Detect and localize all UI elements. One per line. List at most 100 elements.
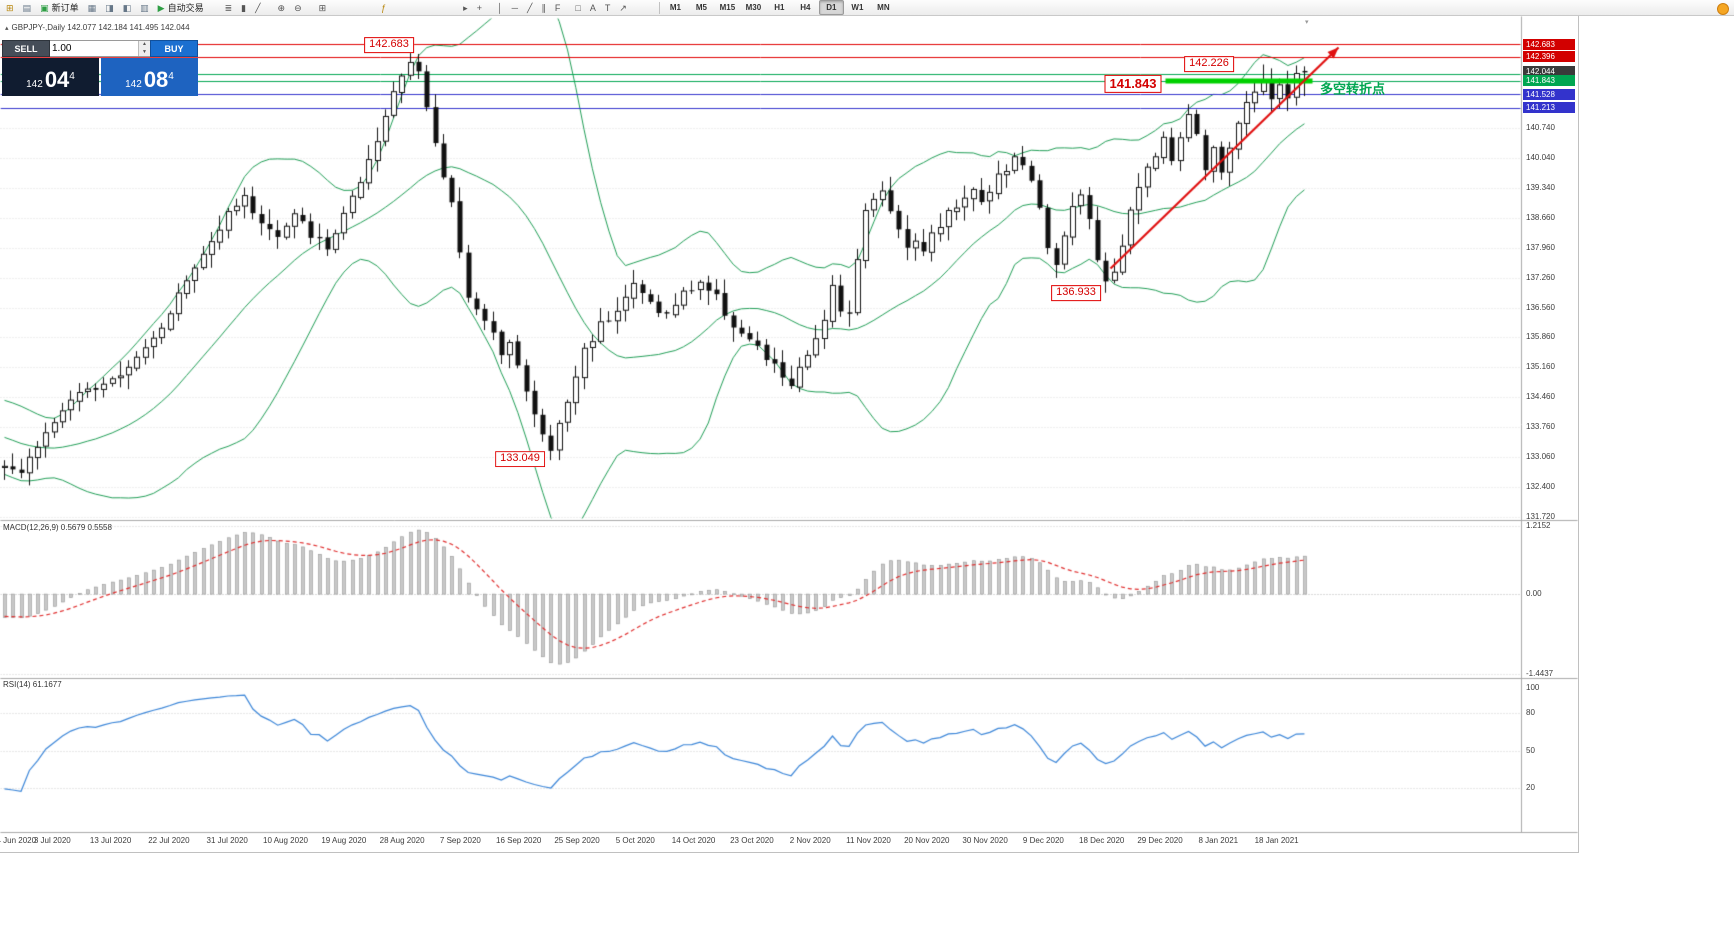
volume-up-button[interactable]: ▲ (139, 41, 150, 49)
ask-price-panel[interactable]: 142 08 4 (101, 58, 198, 96)
bid-price-panel[interactable]: 142 04 4 (2, 58, 99, 96)
shapes-button[interactable]: □ (571, 0, 584, 15)
toolbar-separator (658, 1, 660, 14)
rsi-axis-label: 20 (1526, 783, 1535, 792)
crosshair-button[interactable]: + (473, 0, 486, 15)
date-axis-label: 13 Jul 2020 (89, 836, 132, 845)
arrows-button[interactable]: ↗ (615, 0, 631, 15)
text-button[interactable]: A (586, 0, 600, 15)
horizontal-line-button[interactable]: ─ (508, 0, 522, 15)
price-axis-label: 137.960 (1526, 242, 1555, 252)
line-chart-button[interactable]: ╱ (251, 0, 264, 15)
rsi-axis-label: 100 (1526, 683, 1540, 692)
timeframe-m5-button[interactable]: M5 (695, 3, 707, 12)
trendline-button[interactable]: ╱ (523, 0, 536, 15)
text-icon: A (589, 2, 596, 13)
zoom-in-button[interactable]: ⊕ (274, 0, 290, 15)
one-click-trading-widget: SELL ▲ ▼ BUY 142 04 4 142 (2, 40, 198, 96)
date-axis-label: 20 Nov 2020 (904, 836, 950, 845)
date-axis-label: 18 Dec 2020 (1079, 836, 1125, 845)
bid-integer: 142 (26, 79, 43, 90)
vertical-line-button[interactable]: │ (493, 0, 507, 15)
bar-chart-icon: ≣ (224, 2, 233, 13)
symbol-ohlc-text: GBPJPY-,Daily 142.077 142.184 141.495 14… (11, 23, 190, 32)
new-chart-button[interactable]: ⊞ (2, 0, 18, 15)
price-axis-tag: 141.843 (1523, 75, 1575, 87)
timeframe-m1-button[interactable]: M1 (669, 3, 681, 12)
fibonacci-button[interactable]: F (551, 0, 565, 15)
candlestick-chart-icon: ▮ (241, 2, 247, 13)
market-watch-icon: ▦ (87, 2, 97, 13)
price-axis-tag: 141.528 (1523, 88, 1575, 100)
symbol-ohlc-header: ▴ GBPJPY-,Daily 142.077 142.184 141.495 … (5, 23, 190, 32)
macd-axis-label: 1.2152 (1526, 521, 1551, 530)
timeframe-h1-button[interactable]: H1 (774, 3, 785, 12)
volume-box: ▲ ▼ (50, 40, 150, 57)
date-axis-label: 7 Sep 2020 (439, 836, 481, 845)
profiles-button[interactable]: ▤ (19, 0, 36, 15)
timeframe-w1-button[interactable]: W1 (851, 3, 864, 12)
main-toolbar: ⊞ ▤ ▣ 新订单 ▦ ◨ ◧ ▥ ▶ 自动交易 ≣ ▮ ╱ ⊕ ⊖ ⊞ ƒ ▸ + │ ─ ╱ ∥ F □ A T ↗ M1 M5 M15… (0, 0, 1734, 16)
bar-chart-button[interactable]: ≣ (221, 0, 237, 15)
candlestick-chart-button[interactable]: ▮ (237, 0, 250, 15)
date-axis-label: 14 Oct 2020 (671, 836, 716, 845)
timeframe-d1-button[interactable]: D1 (818, 0, 844, 15)
buy-button[interactable]: BUY (150, 40, 198, 57)
orange-dot-icon (1717, 3, 1729, 15)
toolbar-gap (331, 1, 377, 15)
price-axis-label: 139.340 (1526, 182, 1555, 192)
sell-button[interactable]: SELL (2, 40, 50, 57)
price-annotation: 136.933 (1051, 285, 1101, 301)
timeframe-m30-button[interactable]: M30 (745, 3, 762, 12)
terminal-button[interactable]: ▥ (136, 0, 153, 15)
rsi-axis-label: 50 (1526, 745, 1535, 755)
new-order-icon: ▣ (40, 2, 49, 13)
volume-down-button[interactable]: ▼ (139, 48, 150, 56)
timeframe-h4-button[interactable]: H4 (800, 3, 811, 12)
date-axis-label: 25 Sep 2020 (554, 836, 600, 845)
tile-windows-button[interactable]: ⊞ (315, 0, 331, 15)
autotrading-button[interactable]: ▶ 自动交易 (154, 0, 208, 15)
cursor-button[interactable]: ▸ (459, 0, 472, 15)
macd-axis-label: -1.4437 (1526, 669, 1554, 678)
chart-canvas[interactable] (0, 16, 1578, 852)
new-order-button[interactable]: ▣ 新订单 (36, 0, 83, 15)
text-label-button[interactable]: T (601, 0, 615, 15)
autotrading-icon: ▶ (157, 2, 165, 13)
market-watch-button[interactable]: ▦ (84, 0, 101, 15)
turning-point-label: 多空转折点 (1320, 81, 1386, 97)
price-axis-tag: 142.396 (1523, 51, 1575, 63)
date-axis-label: 22 Jul 2020 (148, 836, 190, 845)
price-axis-label: 134.460 (1526, 392, 1555, 402)
equidistant-channel-icon: ∥ (541, 2, 546, 13)
ask-pips: 08 (143, 67, 169, 92)
cursor-icon: ▸ (463, 2, 468, 13)
data-window-button[interactable]: ◨ (101, 0, 118, 15)
date-axis-label: 2 Nov 2020 (789, 836, 831, 845)
price-axis-tag: 142.683 (1523, 38, 1575, 50)
fibonacci-icon: F (554, 2, 561, 13)
arrows-icon: ↗ (619, 2, 627, 13)
crosshair-icon: + (476, 2, 482, 13)
toolbar-gap (209, 1, 221, 15)
date-axis-label: 31 Jul 2020 (206, 836, 248, 845)
navigator-button[interactable]: ◧ (119, 0, 136, 15)
price-axis-label: 136.560 (1526, 302, 1555, 312)
equidistant-channel-button[interactable]: ∥ (537, 0, 550, 15)
macd-axis-label: 0.00 (1526, 588, 1542, 598)
date-axis-label: 28 Aug 2020 (379, 836, 425, 845)
date-axis-label: 8 Jan 2021 (1198, 836, 1239, 845)
volume-input[interactable] (50, 41, 138, 56)
zoom-out-button[interactable]: ⊖ (290, 0, 306, 15)
date-axis-label: 23 Oct 2020 (730, 836, 774, 845)
text-label-icon: T (604, 2, 611, 13)
timeframe-m15-button[interactable]: M15 (719, 3, 736, 12)
shapes-icon: □ (575, 2, 581, 13)
date-axis-label: 24 Jun 2020 (0, 836, 37, 845)
trendline-icon: ╱ (526, 2, 533, 13)
date-axis-label: 3 Jul 2020 (33, 836, 71, 845)
symbol-triangle-icon: ▴ (5, 24, 9, 32)
timeframe-mn-button[interactable]: MN (877, 3, 890, 12)
indicators-button[interactable]: ƒ (377, 0, 390, 15)
bid-point: 4 (69, 71, 75, 82)
